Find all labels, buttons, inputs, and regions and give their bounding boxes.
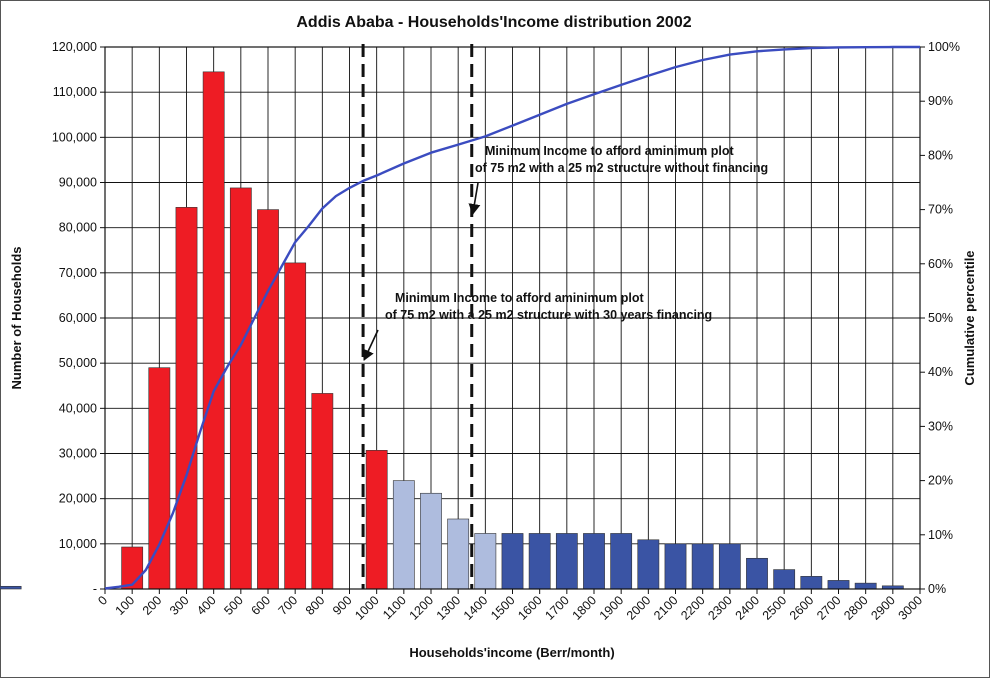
bar-undefined xyxy=(0,585,22,590)
x-tick-label: 1500 xyxy=(488,593,518,623)
y2-tick-label: 20% xyxy=(928,474,953,488)
y-tick-label: 70,000 xyxy=(59,266,97,280)
y-tick-label: 40,000 xyxy=(59,401,97,415)
x-tick-label: 2300 xyxy=(705,593,735,623)
x-tick-label: 1000 xyxy=(352,593,382,623)
x-tick-label: 3000 xyxy=(896,593,926,623)
x-tick-label: 2100 xyxy=(651,593,681,623)
annotation-with_financing-line2: of 75 m2 with a 25 m2 structure with 30 … xyxy=(385,308,712,322)
bar-2200 xyxy=(691,543,714,590)
annotation-without_financing-line2: of 75 m2 with a 25 m2 structure without … xyxy=(475,161,768,175)
x-tick-label: 1600 xyxy=(515,593,545,623)
bar-2800 xyxy=(854,582,877,590)
x-tick-label: 1800 xyxy=(570,593,600,623)
y-tick-label: 90,000 xyxy=(59,176,97,190)
x-tick-label: 500 xyxy=(221,593,246,618)
x-tick-label: 2900 xyxy=(868,593,898,623)
y2-tick-label: 60% xyxy=(928,257,953,271)
y-tick-label: 80,000 xyxy=(59,221,97,235)
bar-1400 xyxy=(474,533,497,590)
bars xyxy=(0,71,904,590)
y-tick-label: 30,000 xyxy=(59,447,97,461)
bar-1300 xyxy=(447,518,470,590)
annotation-without_financing-arrow xyxy=(468,182,481,215)
y-tick-label: 10,000 xyxy=(59,537,97,551)
y-tick-label: 120,000 xyxy=(52,40,97,54)
x-tick-label: 300 xyxy=(167,593,192,618)
annotation-with_financing-line1: Minimum Income to afford aminimum plot xyxy=(395,291,644,305)
bar-2300 xyxy=(718,543,741,590)
x-tick-label: 2800 xyxy=(841,593,871,623)
x-tick-label: 1900 xyxy=(597,593,627,623)
bar-200 xyxy=(148,367,171,590)
y2-tick-label: 0% xyxy=(928,582,946,596)
y-tick-label: - xyxy=(93,582,97,596)
x-tick-label: 2200 xyxy=(678,593,708,623)
chart-title: Addis Ababa - Households'Income distribu… xyxy=(296,14,691,31)
y-tick-label: 60,000 xyxy=(59,311,97,325)
x-tick-label: 1700 xyxy=(542,593,572,623)
bar-700 xyxy=(284,262,307,590)
y-tick-label: 110,000 xyxy=(53,85,97,99)
x-tick-label: 1400 xyxy=(461,593,491,623)
bar-1900 xyxy=(610,533,633,590)
cumulative-curve xyxy=(104,45,920,590)
bar-2000 xyxy=(637,539,660,590)
x-tick-label: 800 xyxy=(303,593,328,618)
bar-1500 xyxy=(501,533,524,590)
x-tick-label: 2400 xyxy=(733,593,763,623)
x-axis-label: Households'income (Berr/month) xyxy=(409,645,614,660)
y2-tick-label: 100% xyxy=(928,40,960,54)
y-tick-label: 50,000 xyxy=(59,356,97,370)
x-tick-label: 2600 xyxy=(787,593,817,623)
y2-tick-label: 40% xyxy=(928,365,953,379)
bar-1700 xyxy=(555,533,578,590)
x-tick-label: 200 xyxy=(140,593,165,618)
y2-tick-label: 90% xyxy=(928,94,953,108)
bar-800 xyxy=(311,393,334,590)
y-tick-label: 20,000 xyxy=(59,492,97,506)
x-tick-label: 2000 xyxy=(624,593,654,623)
y2-axis-label: Cumulative percentile xyxy=(962,250,977,385)
annotation-without_financing-line1: Minimum Income to afford aminimum plot xyxy=(485,144,734,158)
bar-2500 xyxy=(773,569,796,590)
x-tick-label: 1200 xyxy=(407,593,437,623)
annotation-with_financing-arrow xyxy=(362,329,379,361)
reference-lines: Minimum Income to afford aminimum plot of… xyxy=(361,44,768,589)
bar-2400 xyxy=(746,557,768,590)
x-tick-label: 1100 xyxy=(380,593,409,622)
cumulative-curve-group xyxy=(104,45,920,590)
bar-1800 xyxy=(583,533,605,590)
bar-100 xyxy=(121,546,144,590)
bar-2600 xyxy=(800,576,823,590)
bar-500 xyxy=(229,187,252,590)
bar-400 xyxy=(202,71,225,590)
bar-2100 xyxy=(664,543,687,590)
bar-1200 xyxy=(420,492,442,590)
x-tick-label: 600 xyxy=(248,593,273,618)
y2-tick-label: 80% xyxy=(928,148,953,162)
x-tick-label: 900 xyxy=(330,593,355,618)
x-tick-label: 700 xyxy=(276,593,301,618)
x-tick-label: 0 xyxy=(95,593,110,608)
bar-600 xyxy=(257,209,279,590)
y2-tick-label: 10% xyxy=(928,528,953,542)
x-tick-label: 1300 xyxy=(434,593,464,623)
bar-1600 xyxy=(528,533,551,590)
x-tick-label: 400 xyxy=(194,593,219,618)
x-tick-label: 2500 xyxy=(760,593,790,623)
y2-tick-label: 30% xyxy=(928,419,953,433)
y2-tick-label: 50% xyxy=(928,311,953,325)
y-axis-label: Number of Households xyxy=(9,246,24,389)
bar-2700 xyxy=(827,580,850,590)
x-tick-label: 2700 xyxy=(814,593,844,623)
y-tick-label: 100,000 xyxy=(52,130,97,144)
y2-tick-label: 70% xyxy=(928,203,953,217)
x-tick-label: 100 xyxy=(113,593,138,618)
bar-1000 xyxy=(365,450,388,590)
bar-300 xyxy=(175,207,198,590)
bar-1100 xyxy=(392,480,415,590)
